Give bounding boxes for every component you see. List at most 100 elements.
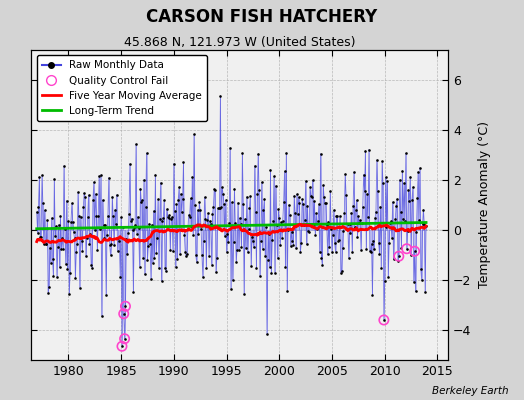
Point	[209, 204, 217, 210]
Point	[204, 210, 212, 216]
Point	[359, 171, 368, 178]
Point	[395, 253, 403, 260]
Point	[353, 234, 362, 240]
Point	[83, 235, 91, 242]
Point	[342, 192, 350, 198]
Point	[114, 235, 123, 242]
Point	[75, 284, 84, 291]
Point	[119, 310, 128, 317]
Point	[196, 207, 204, 213]
Point	[358, 220, 366, 226]
Point	[92, 212, 101, 219]
Point	[375, 250, 384, 257]
Point	[157, 180, 165, 186]
Point	[54, 222, 63, 228]
Point	[274, 206, 282, 212]
Point	[249, 238, 257, 244]
Point	[309, 220, 318, 227]
Point	[72, 249, 81, 256]
Point	[147, 276, 155, 282]
Point	[38, 172, 46, 178]
Point	[318, 262, 326, 268]
Point	[277, 219, 285, 226]
Point	[89, 197, 97, 204]
Point	[377, 264, 386, 271]
Point	[268, 237, 277, 243]
Point	[148, 260, 157, 266]
Point	[70, 235, 79, 242]
Point	[381, 174, 390, 181]
Point	[329, 232, 337, 238]
Point	[178, 196, 187, 202]
Point	[231, 220, 239, 226]
Point	[212, 269, 220, 276]
Point	[118, 343, 126, 350]
Legend: Raw Monthly Data, Quality Control Fail, Five Year Moving Average, Long-Term Tren: Raw Monthly Data, Quality Control Fail, …	[37, 55, 207, 121]
Point	[312, 210, 320, 216]
Point	[78, 238, 86, 244]
Point	[300, 222, 308, 228]
Point	[392, 202, 400, 209]
Point	[161, 265, 169, 272]
Point	[152, 250, 160, 256]
Point	[144, 243, 152, 249]
Point	[84, 192, 93, 198]
Point	[151, 171, 159, 178]
Point	[96, 172, 105, 178]
Point	[380, 317, 388, 323]
Point	[372, 208, 380, 215]
Point	[257, 238, 265, 245]
Point	[405, 187, 413, 193]
Point	[203, 217, 211, 223]
Point	[91, 227, 99, 234]
Point	[200, 194, 209, 200]
Point	[280, 168, 289, 174]
Point	[118, 224, 127, 230]
Point	[339, 245, 347, 251]
Point	[105, 174, 113, 181]
Point	[103, 232, 111, 238]
Point	[60, 162, 68, 169]
Point	[99, 197, 107, 203]
Point	[305, 228, 313, 235]
Point	[117, 214, 125, 221]
Point	[358, 204, 367, 210]
Point	[339, 228, 347, 234]
Point	[336, 213, 344, 219]
Point	[39, 200, 47, 206]
Point	[224, 239, 233, 245]
Point	[376, 204, 385, 210]
Point	[101, 221, 110, 228]
Point	[80, 190, 89, 196]
Point	[303, 203, 312, 209]
Point	[42, 241, 51, 248]
Point	[41, 241, 50, 248]
Point	[327, 226, 335, 232]
Point	[276, 242, 285, 248]
Point	[389, 256, 398, 262]
Point	[244, 249, 252, 255]
Point	[243, 194, 251, 200]
Point	[309, 177, 317, 184]
Point	[123, 251, 132, 258]
Point	[334, 238, 342, 244]
Point	[368, 292, 377, 298]
Point	[274, 255, 282, 261]
Point	[410, 279, 418, 285]
Point	[307, 193, 315, 200]
Point	[106, 252, 115, 258]
Point	[383, 178, 391, 184]
Point	[174, 197, 182, 203]
Point	[127, 215, 136, 222]
Point	[57, 246, 66, 252]
Point	[304, 228, 312, 234]
Point	[278, 235, 286, 241]
Point	[160, 197, 168, 204]
Point	[181, 249, 190, 255]
Point	[241, 216, 249, 222]
Point	[194, 230, 203, 237]
Point	[230, 186, 238, 192]
Point	[219, 190, 227, 197]
Point	[182, 253, 190, 260]
Point	[264, 256, 272, 263]
